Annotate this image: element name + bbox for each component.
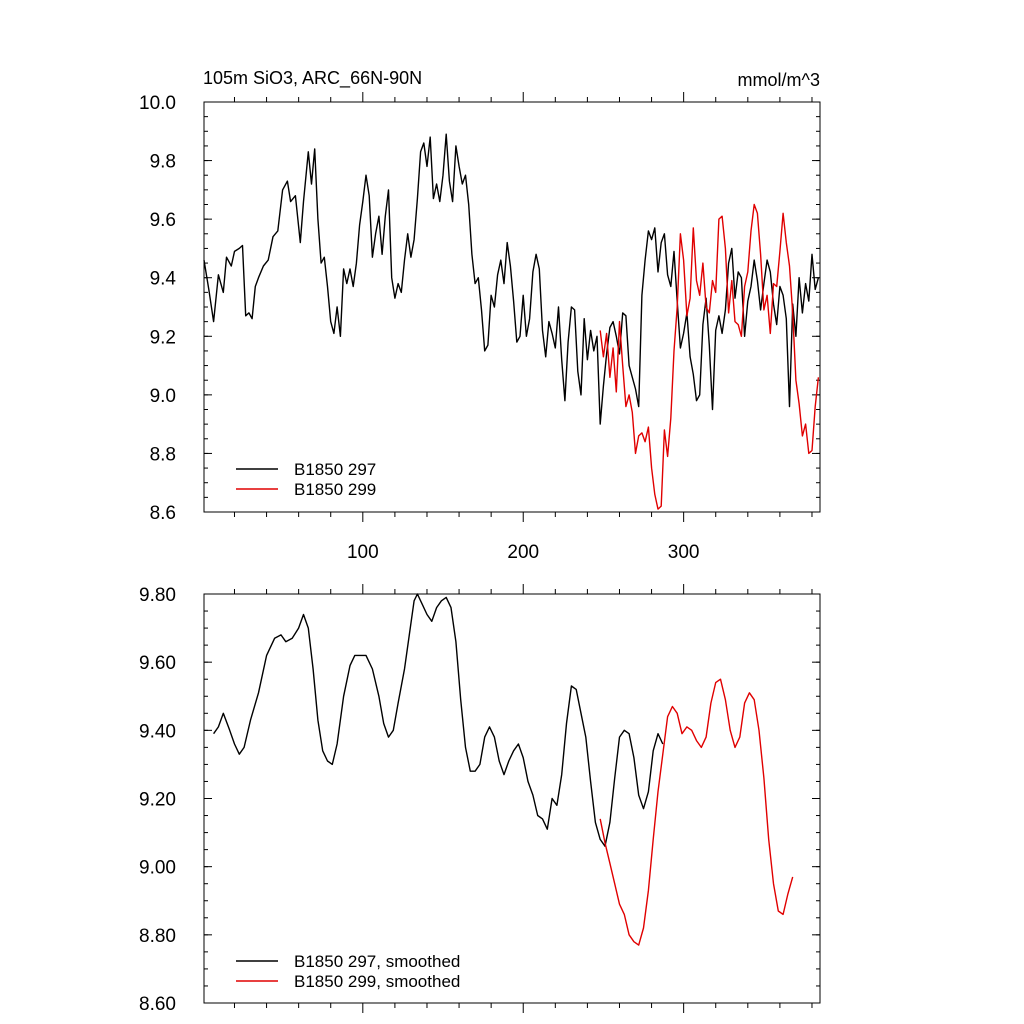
y-tick-label: 9.6: [150, 210, 176, 231]
top-panel-series: [203, 133, 820, 510]
series-line-1: [203, 133, 820, 425]
top-panel-ticks: 8.6 8.8 9.0 9.2 9.4 9.6 9.8 10.0 100 200 300: [139, 92, 820, 563]
y-tick-label: 8.80: [139, 926, 176, 947]
y-tick-label: 9.00: [139, 858, 176, 879]
y-tick-label: 8.60: [139, 994, 176, 1015]
bottom-panel: 8.60 8.80 9.00 9.20 9.40 9.60 9.80 B1850 297, …: [139, 584, 821, 1015]
bottom-panel-frame: [203, 593, 821, 1004]
y-tick-label: 9.80: [139, 585, 176, 606]
series-line-2: [599, 678, 794, 946]
y-tick-label: 8.8: [150, 444, 176, 465]
legend-label-2: B1850 299: [294, 480, 376, 499]
y-tick-label: 9.4: [150, 269, 177, 290]
top-panel-title: 105m SiO3, ARC_66N-90N: [203, 68, 422, 89]
x-tick-label: 200: [507, 542, 539, 563]
y-tick-label: 9.20: [139, 790, 176, 811]
legend-label-2: B1850 299, smoothed: [294, 972, 460, 991]
y-tick-label: 9.60: [139, 653, 176, 674]
y-tick-label: 8.6: [150, 503, 176, 524]
y-tick-label: 9.8: [150, 152, 176, 173]
top-panel-frame: [203, 101, 821, 513]
series-line-1: [213, 593, 664, 847]
y-tick-label: 9.2: [150, 327, 176, 348]
y-tick-label: 9.40: [139, 721, 176, 742]
x-tick-label: 300: [668, 542, 700, 563]
top-panel: 105m SiO3, ARC_66N-90N mmol/m^3 8.6 8.8 9.…: [139, 68, 821, 563]
bottom-panel-ticks: 8.60 8.80 9.00 9.20 9.40 9.60 9.80: [139, 584, 820, 1015]
x-tick-label: 100: [347, 542, 379, 563]
y-tick-label: 9.0: [150, 386, 176, 407]
top-panel-units: mmol/m^3: [738, 70, 820, 90]
legend-label-1: B1850 297, smoothed: [294, 952, 460, 971]
series-line-2: [599, 203, 820, 510]
y-tick-label: 10.0: [139, 93, 176, 114]
legend-label-1: B1850 297: [294, 460, 376, 479]
bottom-panel-series: [213, 593, 794, 946]
